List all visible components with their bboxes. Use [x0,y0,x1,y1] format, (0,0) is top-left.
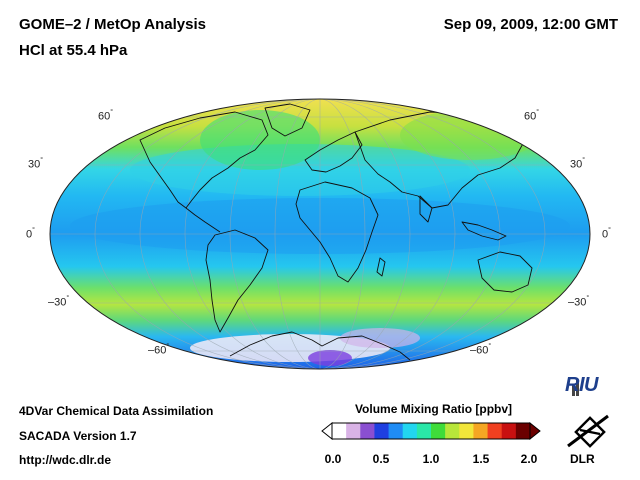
coastline-central-america [185,207,221,233]
coastline-australia [477,251,533,293]
colorbar-cell [360,423,375,439]
footer-url[interactable]: http://wdc.dlr.de [19,453,111,467]
coastline-africa [295,181,379,283]
colorbar-cell [431,423,446,439]
dlr-logo-text: DLR [570,452,595,466]
colorbar-title: Volume Mixing Ratio [ppbv] [354,402,513,416]
lat-label-left-0: 0° [26,227,35,241]
page-title: GOME–2 / MetOp Analysis [19,16,206,33]
lat-label-left-m30: –30° [48,295,70,309]
lat-label-right-0: 0° [602,227,611,241]
colorbar [321,421,541,441]
coastline-north-america [139,111,269,209]
colorbar-cell [332,423,347,439]
footer-method: 4DVar Chemical Data Assimilation [19,404,214,418]
page-subtitle: HCl at 55.4 hPa [19,42,128,59]
coastline-greenland [264,103,311,137]
riu-logo-icon [572,380,579,396]
datetime-label: Sep 09, 2009, 12:00 GMT [443,16,618,33]
footer-version: SACADA Version 1.7 [19,429,137,443]
coastline-india [419,195,433,223]
colorbar-cell [374,423,390,439]
colorbar-tick: 0.5 [372,452,390,466]
colorbar-cell [487,423,503,439]
coastline-indonesia [461,221,507,241]
colorbar-tick: 1.5 [472,452,490,466]
lat-label-left-60: 60° [98,109,114,123]
coastline-south-america [205,229,269,333]
colorbar-cell [388,423,404,439]
coastline-antarctica [229,331,411,361]
dlr-logo-icon [567,414,609,448]
lat-label-right-60: 60° [524,109,540,123]
lat-label-left-m60: –60° [148,343,170,357]
colorbar-cell [346,423,361,439]
lat-label-left-30: 30° [28,157,44,171]
colorbar-cell [515,423,531,439]
colorbar-cell [459,423,474,439]
lat-label-right-m30: –30° [568,295,590,309]
riu-logo: RIU [565,374,598,396]
colorbar-tick: 0.0 [324,452,342,466]
coastline-europe [304,131,363,173]
colorbar-tick: 1.0 [422,452,440,466]
lat-label-right-m60: –60° [470,343,492,357]
colorbar-cell [416,423,432,439]
colorbar-cell [445,423,460,439]
colorbar-cell [501,423,517,439]
colorbar-cell [402,423,418,439]
lat-label-right-30: 30° [570,157,586,171]
colorbar-tick: 2.0 [520,452,538,466]
coastline-madagascar [376,257,386,277]
colorbar-cell [473,423,489,439]
